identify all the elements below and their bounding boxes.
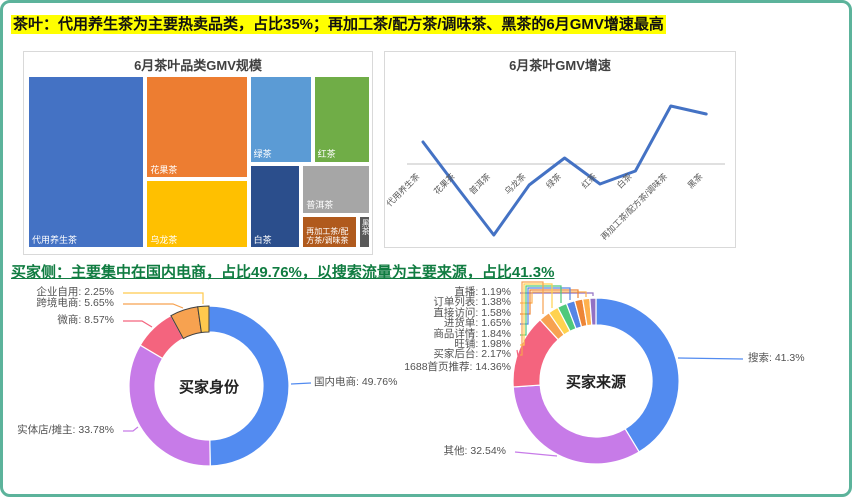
- section-header-tea: 茶叶：代用养生茶为主要热卖品类，占比35%；再加工茶/配方茶/调味茶、黑茶的6月…: [11, 13, 666, 34]
- callout-leader-line: [123, 426, 139, 432]
- treemap-block-label: 红茶: [317, 149, 336, 160]
- treemap-block[interactable]: 花果茶: [146, 76, 248, 179]
- line-chart-title: 6月茶叶GMV增速: [509, 58, 611, 73]
- donut-callout-label: 1688首页推荐: 14.36%: [404, 361, 511, 373]
- callout-leader-line: [514, 451, 558, 457]
- treemap-block-label: 再加工茶/配方茶/调味茶: [306, 226, 349, 245]
- callout-leader-line: [520, 289, 579, 315]
- treemap-panel: 6月茶叶品类GMV规模 代用养生茶 花果茶乌龙茶 绿茶 红茶白茶 普洱茶再加工茶/配方茶…: [23, 51, 373, 255]
- donut-callout-label: 直接访问: 1.58%: [433, 307, 511, 319]
- callout-leader-line: [520, 283, 553, 346]
- donut-callout-label: 旺铺: 1.98%: [454, 338, 511, 350]
- callout-leader-line: [520, 287, 571, 325]
- donut-callout-label: 实体店/摊主: 33.78%: [17, 424, 114, 436]
- donut-slice[interactable]: [170, 306, 202, 340]
- callout-leader-line: [123, 320, 153, 328]
- donut-slice[interactable]: [197, 305, 210, 334]
- section-header-buyer-text: 买家侧：主要集中在国内电商，占比49.76%，以搜索流量为主要来源，占比41.3…: [11, 264, 555, 281]
- donut-slice[interactable]: [589, 297, 597, 326]
- treemap-block[interactable]: 代用养生茶: [28, 76, 145, 248]
- donut-slice[interactable]: [512, 384, 640, 465]
- treemap-block-label: 普洱茶: [306, 200, 334, 211]
- treemap-block-label: 白茶: [253, 234, 272, 245]
- treemap-block-label: 绿茶: [253, 149, 272, 160]
- donut-slice[interactable]: [573, 298, 588, 328]
- donut-slice[interactable]: [539, 311, 566, 341]
- line-chart-panel: 6月茶叶GMV增速: [384, 51, 736, 248]
- section-header-tea-text: 茶叶：代用养生茶为主要热卖品类，占比35%；再加工茶/配方茶/调味茶、黑茶的6月…: [11, 15, 666, 34]
- treemap-block[interactable]: 绿茶: [249, 76, 312, 163]
- callout-leader-line: [123, 303, 184, 309]
- treemap-title: 6月茶叶品类GMV规模: [134, 58, 262, 73]
- donut-callout-label: 买家后台: 2.17%: [433, 348, 511, 360]
- callout-leader-line: [520, 291, 587, 304]
- treemap-block[interactable]: 白茶: [249, 164, 300, 248]
- donut-callout-label: 其他: 32.54%: [443, 445, 506, 457]
- treemap-block[interactable]: 再加工茶/配方茶/调味茶: [302, 215, 358, 248]
- treemap-block[interactable]: 普洱茶: [302, 164, 370, 214]
- treemap-block-label: 乌龙茶: [150, 234, 178, 245]
- treemap-block[interactable]: 红茶: [313, 76, 370, 163]
- donut-callout-label: 直播: 1.19%: [454, 286, 511, 298]
- treemap-block-label: 花果茶: [150, 164, 178, 175]
- donut-callout-label: 订单列表: 1.38%: [433, 296, 511, 308]
- donut-slice[interactable]: [556, 302, 577, 333]
- callout-leader-line: [520, 285, 562, 336]
- donut-callout-label: 进货单: 1.65%: [443, 317, 511, 329]
- treemap-block[interactable]: 乌龙茶: [146, 180, 248, 248]
- donut-slice[interactable]: [565, 300, 583, 330]
- callout-leader-line: [516, 349, 521, 369]
- donut-callout-label: 搜索: 41.3%: [748, 352, 805, 364]
- donut-slice[interactable]: [128, 344, 211, 467]
- donut-callout-label: 跨境电商: 5.65%: [36, 297, 114, 309]
- callout-leader-line: [520, 292, 594, 296]
- callout-leader-line: [123, 292, 204, 304]
- treemap-chart: 代用养生茶 花果茶乌龙茶 绿茶 红茶白茶 普洱茶再加工茶/配方茶/调味茶 黑茶: [28, 76, 370, 248]
- callout-leader-line: [520, 281, 544, 356]
- callout-leader-line: [290, 382, 312, 385]
- donut-callout-label: 微商: 8.57%: [57, 314, 114, 326]
- donut-callout-label: 国内电商: 49.76%: [314, 376, 398, 388]
- donut-slice[interactable]: [547, 306, 571, 336]
- section-header-buyer: 买家侧：主要集中在国内电商，占比49.76%，以搜索流量为主要来源，占比41.3…: [11, 261, 554, 282]
- donut-callout-label: 企业自用: 2.25%: [36, 286, 114, 298]
- treemap-block-label: 黑茶: [361, 218, 371, 235]
- treemap-block-label: 代用养生茶: [32, 234, 78, 245]
- donut-callout-label: 商品详情: 1.84%: [433, 328, 511, 340]
- treemap-block[interactable]: 黑茶: [359, 215, 371, 248]
- donut-source-center-label: 买家来源: [565, 374, 626, 391]
- donut-identity-center-label: 买家身份: [178, 379, 239, 396]
- callout-leader-line: [677, 357, 744, 360]
- donut-slice[interactable]: [139, 314, 185, 360]
- donut-slice[interactable]: [581, 297, 593, 327]
